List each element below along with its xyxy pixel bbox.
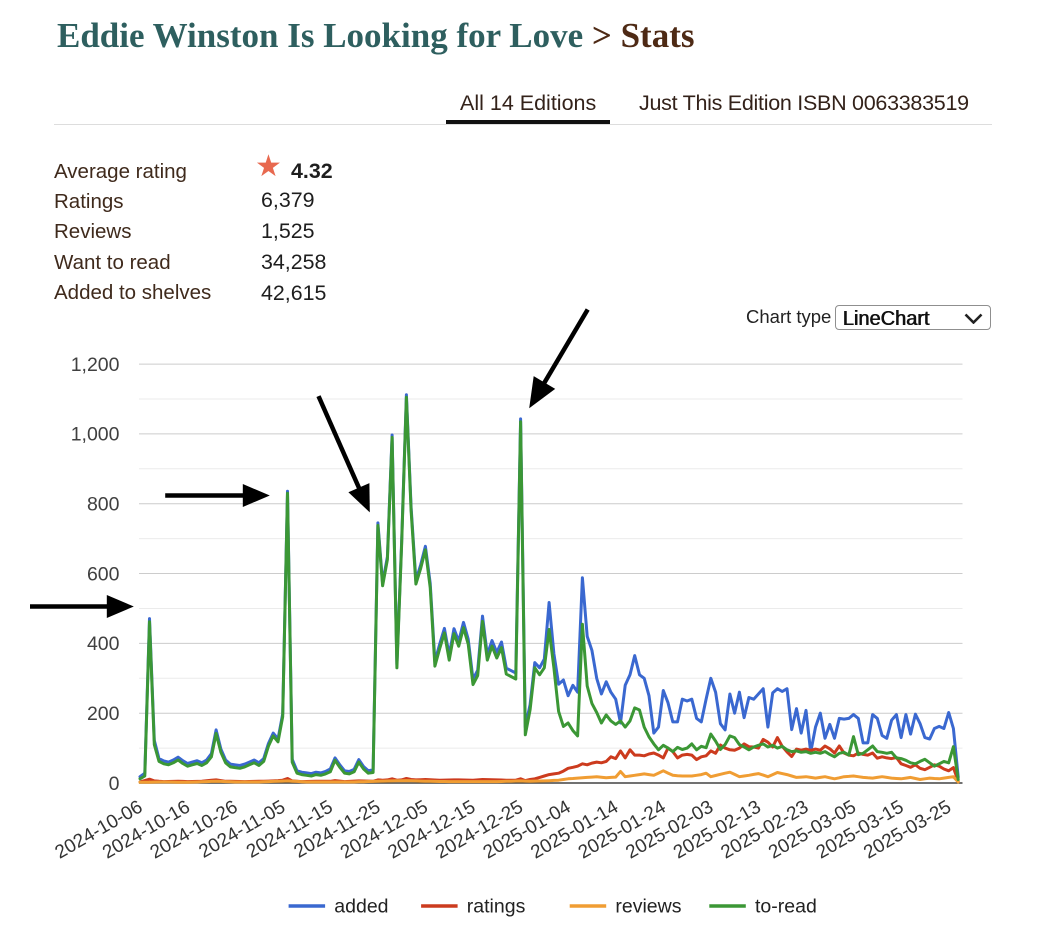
- svg-text:0: 0: [109, 773, 120, 795]
- svg-text:200: 200: [87, 703, 120, 725]
- svg-text:to-read: to-read: [755, 896, 817, 918]
- svg-text:600: 600: [87, 563, 120, 585]
- svg-text:1,200: 1,200: [71, 354, 120, 376]
- svg-text:reviews: reviews: [615, 896, 681, 918]
- svg-text:400: 400: [87, 633, 120, 655]
- svg-text:800: 800: [87, 494, 120, 516]
- svg-text:1,000: 1,000: [71, 424, 120, 446]
- svg-text:ratings: ratings: [467, 896, 526, 918]
- svg-text:added: added: [334, 896, 388, 918]
